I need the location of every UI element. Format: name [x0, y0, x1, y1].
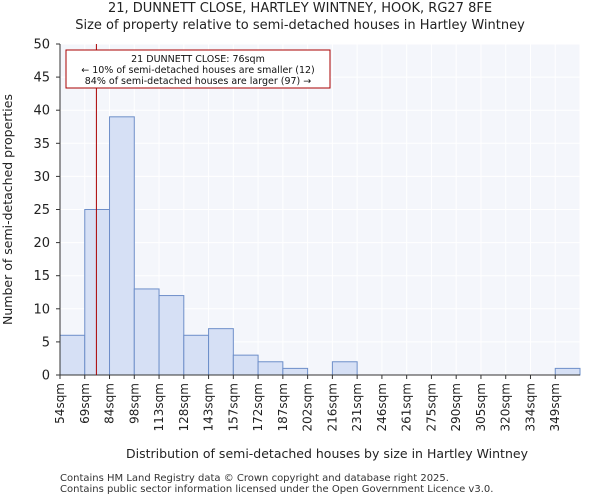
x-tick-label: 216sqm	[325, 383, 339, 431]
y-tick-label: 30	[33, 170, 50, 185]
x-tick-label: 334sqm	[523, 383, 537, 431]
x-tick-label: 305sqm	[474, 383, 488, 431]
x-tick-label: 84sqm	[103, 383, 117, 424]
x-tick-label: 157sqm	[226, 383, 240, 431]
x-tick-label: 261sqm	[400, 383, 414, 431]
y-tick-label: 35	[33, 137, 50, 152]
annotation-line-3: 84% of semi-detached houses are larger (…	[85, 76, 312, 87]
bar	[109, 116, 135, 376]
x-tick-label: 98sqm	[127, 383, 141, 424]
x-tick-label: 187sqm	[276, 383, 290, 431]
x-tick-label: 290sqm	[449, 383, 463, 431]
footer-licence: Contains public sector information licen…	[60, 484, 494, 495]
y-tick-label: 5	[42, 335, 50, 350]
y-tick-label: 40	[33, 104, 50, 119]
x-tick-labels: 54sqm 69sqm 84sqm 98sqm 113sqm 128sqm 143sqm 15…	[53, 375, 562, 431]
x-axis-label: Distribution of semi-detached houses by …	[126, 446, 529, 461]
bar	[331, 361, 358, 376]
x-tick-label: 172sqm	[251, 383, 265, 431]
y-tick-label: 15	[33, 269, 50, 284]
bar	[554, 367, 581, 376]
y-tick-labels: 0 5 10 15 20 25 30 35 40 45 50	[33, 38, 60, 384]
annotation-line-2: ← 10% of semi-detached houses are smalle…	[81, 65, 315, 76]
x-tick-label: 320sqm	[499, 383, 513, 431]
annotation-border	[65, 49, 331, 89]
annotation-line-1: 21 DUNNETT CLOSE: 76sqm	[131, 54, 265, 65]
annotation-box: 21 DUNNETT CLOSE: 76sqm ← 10% of semi-de…	[65, 49, 331, 89]
y-axis-label: Number of semi-detached properties	[0, 94, 15, 325]
x-tick-label: 54sqm	[53, 383, 67, 424]
x-tick-label: 128sqm	[177, 383, 191, 431]
bar	[208, 328, 234, 376]
bar	[282, 367, 309, 376]
bar	[232, 354, 259, 376]
bar	[257, 361, 284, 376]
x-tick-label: 275sqm	[424, 383, 438, 431]
bar	[133, 288, 160, 376]
chart-subtitle: Size of property relative to semi-detach…	[75, 18, 525, 33]
x-tick-label: 231sqm	[350, 383, 364, 431]
x-tick-label: 202sqm	[301, 383, 315, 431]
chart-title: 21, DUNNETT CLOSE, HARTLEY WINTNEY, HOOK…	[107, 1, 493, 16]
bar	[183, 334, 210, 376]
bars	[59, 116, 581, 376]
grid-lines	[59, 43, 581, 376]
y-tick-label: 50	[33, 38, 50, 53]
y-tick-label: 45	[33, 71, 50, 86]
x-tick-label: 69sqm	[78, 383, 92, 424]
y-tick-label: 25	[33, 203, 50, 218]
x-tick-label: 349sqm	[548, 383, 562, 431]
bar	[59, 334, 86, 376]
bar	[84, 209, 111, 376]
y-tick-label: 20	[33, 236, 50, 251]
x-tick-label: 246sqm	[375, 383, 389, 431]
bar	[158, 295, 185, 376]
y-tick-label: 10	[33, 302, 50, 317]
x-tick-label: 113sqm	[152, 383, 166, 431]
y-tick-label: 0	[42, 369, 50, 384]
footer-copyright: Contains HM Land Registry data © Crown c…	[60, 473, 449, 484]
x-tick-label: 143sqm	[202, 383, 216, 431]
